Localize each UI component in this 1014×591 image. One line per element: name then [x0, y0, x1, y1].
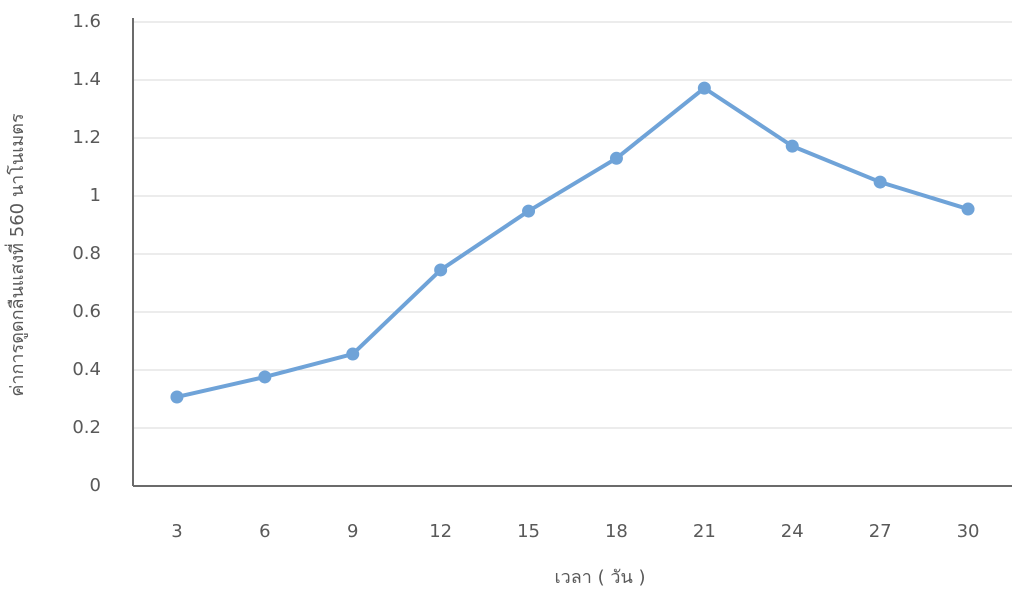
data-point: [874, 176, 887, 189]
y-tick-label: 0: [90, 475, 101, 496]
x-tick-label: 27: [869, 521, 892, 542]
y-tick-label: 1: [90, 185, 101, 206]
data-point: [610, 152, 623, 165]
y-tick-label: 1.2: [72, 127, 101, 148]
x-tick-label: 30: [957, 521, 980, 542]
y-tick-label: 1.4: [72, 69, 101, 90]
y-tick-label: 0.6: [72, 301, 101, 322]
data-point: [434, 263, 447, 276]
data-point: [698, 82, 711, 95]
x-tick-label: 12: [429, 521, 452, 542]
x-tick-label: 3: [171, 521, 182, 542]
x-tick-label: 18: [605, 521, 628, 542]
series-line: [177, 88, 968, 397]
data-point: [346, 348, 359, 361]
data-point: [170, 390, 183, 403]
chart: เวลา ( วัน ) ค่าการดูดกลืนแสงที่ 560 นาโ…: [0, 0, 1014, 591]
x-tick-label: 6: [259, 521, 270, 542]
x-axis-title: เวลา ( วัน ): [554, 567, 645, 588]
data-point: [258, 370, 271, 383]
x-tick-label: 24: [781, 521, 804, 542]
data-point: [786, 140, 799, 153]
x-tick-label: 15: [517, 521, 540, 542]
y-tick-label: 0.4: [72, 359, 101, 380]
x-tick-label: 9: [347, 521, 358, 542]
y-tick-label: 1.6: [72, 11, 101, 32]
data-point: [522, 205, 535, 218]
y-tick-label: 0.2: [72, 417, 101, 438]
y-axis-title: ค่าการดูดกลืนแสงที่ 560 นาโนเมตร: [4, 113, 28, 397]
y-tick-label: 0.8: [72, 243, 101, 264]
data-point: [962, 203, 975, 216]
x-tick-label: 21: [693, 521, 716, 542]
